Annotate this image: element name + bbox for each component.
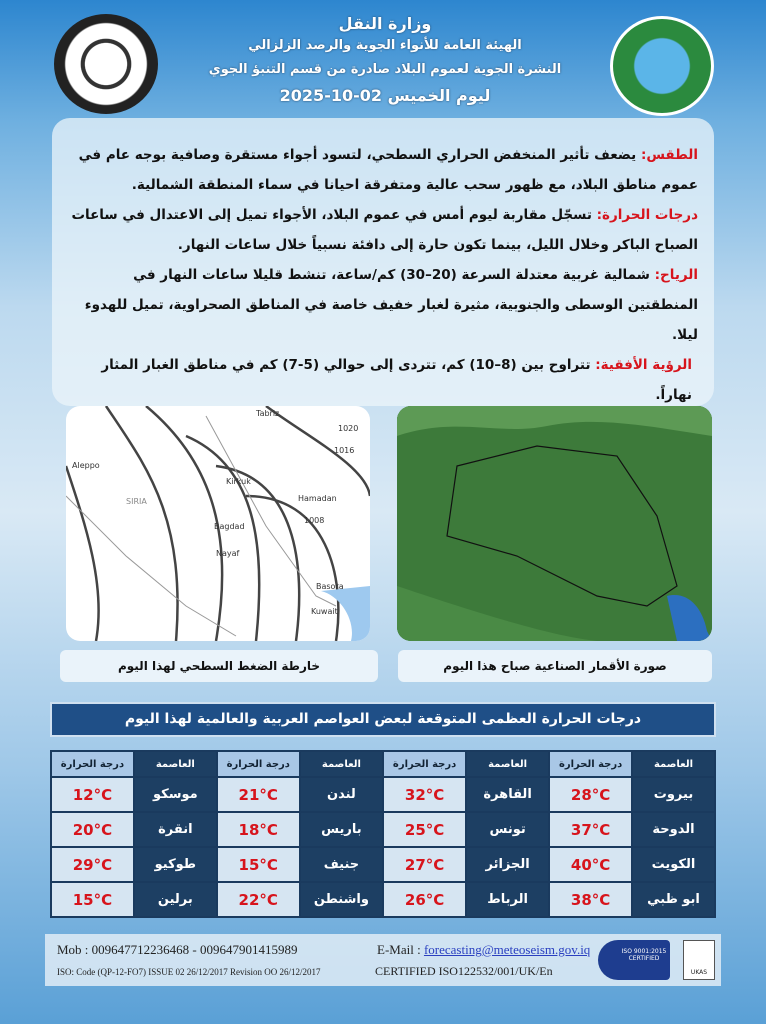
capital-cell: الجزائر: [466, 848, 549, 881]
temperature-cell: 40°C: [550, 848, 631, 881]
forecast-weather: الطقس: يضعف تأثير المنخفض الحراري السطحي…: [78, 147, 698, 193]
map-label: Nayaf: [216, 549, 240, 558]
map-label: Aleppo: [72, 461, 100, 470]
bulletin-title: النشرة الجوية لعموم البلاد صادرة من قسم …: [208, 62, 562, 77]
temperature-cell: 18°C: [217, 813, 299, 846]
map-label: Kirkuk: [226, 477, 251, 486]
header-temp: درجة الحرارة: [550, 752, 631, 776]
temperature-cell: 25°C: [384, 813, 465, 846]
temperature-cell: 21°C: [217, 778, 299, 811]
satellite-caption: صورة الأقمار الصناعية صباح هذا اليوم: [398, 650, 712, 682]
capital-cell: لندن: [300, 778, 383, 811]
temperature-cell: 15°C: [52, 883, 133, 916]
capital-cell: الدوحة: [633, 813, 714, 846]
surface-pressure-map: Tabriz Aleppo SIRIA Kirkuk Hamadan Bagda…: [66, 406, 370, 641]
capital-cell: الكويت: [633, 848, 714, 881]
isobar-label: 1020: [338, 424, 358, 433]
forecast-wind: الرياح: شمالية غربية معتدلة السرعة (20–3…: [84, 267, 698, 343]
map-label: SIRIA: [126, 497, 147, 506]
capital-cell: بيروت: [633, 778, 714, 811]
authority-title: الهيئة العامة للأنواء الجوية والرصد الزل…: [248, 38, 522, 53]
email-label: E-Mail :: [377, 942, 424, 957]
capital-cell: موسكو: [134, 778, 216, 811]
iso-code: ISO: Code (QP-12-FO7) ISSUE 02 26/12/201…: [57, 967, 321, 977]
map-label: Tabriz: [255, 409, 279, 418]
iso-certified-badge: ISO 9001:2015 CERTIFIED: [598, 940, 670, 980]
pressure-map-caption: خارطة الضغط السطحي لهذا اليوم: [60, 650, 378, 682]
capital-cell: جنيف: [300, 848, 383, 881]
header-capital: العاصمة: [466, 752, 549, 776]
temperature-cell: 15°C: [217, 848, 299, 881]
capital-cell: انقرة: [134, 813, 216, 846]
forecast-visibility: الرؤية الأفقية: تتراوح بين (8–10) كم، تت…: [101, 357, 692, 403]
email-link[interactable]: forecasting@meteoseism.gov.iq: [423, 942, 591, 957]
forecast-temperature: درجات الحرارة: تسجّل مقاربة ليوم أمس في …: [71, 207, 698, 253]
satellite-image: [397, 406, 712, 641]
weather-forecasting-dept-logo: [54, 14, 158, 114]
capital-cell: ابو ظبي: [633, 883, 714, 916]
temperature-cell: 38°C: [550, 883, 631, 916]
temperature-table-title: درجات الحرارة العظمى المتوقعة لبعض العوا…: [50, 702, 716, 737]
temperature-cell: 29°C: [52, 848, 133, 881]
email-line: E-Mail : forecasting@meteoseism.gov.iq: [377, 942, 590, 958]
capital-cell: واشنطن: [300, 883, 383, 916]
table-row: الكويت 40°C الجزائر 27°C جنيف 15°C طوكيو 29°C: [52, 848, 714, 881]
iraqi-meteorological-organization-logo: [610, 16, 714, 116]
temperature-cell: 12°C: [52, 778, 133, 811]
ministry-title: وزارة النقل: [338, 14, 432, 33]
temperature-cell: 27°C: [384, 848, 465, 881]
temperature-cell: 37°C: [550, 813, 631, 846]
capitals-temperature-table: العاصمة درجة الحرارة العاصمة درجة الحرارة …: [50, 750, 716, 918]
bulletin-date: ليوم الخميس 02-10-2025: [279, 86, 491, 105]
map-label: Hamadan: [298, 494, 337, 503]
header-capital: العاصمة: [300, 752, 383, 776]
capital-cell: تونس: [466, 813, 549, 846]
table-row: بيروت 28°C القاهرة 32°C لندن 21°C موسكو 12°C: [52, 778, 714, 811]
capital-cell: طوكيو: [134, 848, 216, 881]
map-label: Bagdad: [214, 522, 245, 531]
temperature-cell: 20°C: [52, 813, 133, 846]
table-row: الدوحة 37°C تونس 25°C باريس 18°C انقرة 20°C: [52, 813, 714, 846]
header-temp: درجة الحرارة: [384, 752, 465, 776]
header-temp: درجة الحرارة: [52, 752, 133, 776]
temperature-cell: 26°C: [384, 883, 465, 916]
capital-cell: القاهرة: [466, 778, 549, 811]
table-row: ابو ظبي 38°C الرباط 26°C واشنطن 22°C برلين 15°C: [52, 883, 714, 916]
header-capital: العاصمة: [134, 752, 216, 776]
isobar-label: 1008: [304, 516, 324, 525]
temperature-cell: 22°C: [217, 883, 299, 916]
capital-cell: برلين: [134, 883, 216, 916]
certified-text: CERTIFIED ISO122532/001/UK/En: [375, 964, 553, 978]
temperature-cell: 28°C: [550, 778, 631, 811]
capital-cell: الرباط: [466, 883, 549, 916]
table-header-row: العاصمة درجة الحرارة العاصمة درجة الحرارة …: [52, 752, 714, 776]
temperature-cell: 32°C: [384, 778, 465, 811]
ukas-logo: UKAS: [683, 940, 715, 980]
header-temp: درجة الحرارة: [217, 752, 299, 776]
map-label: Basora: [316, 582, 344, 591]
isobar-label: 1016: [334, 446, 354, 455]
mobile-numbers: Mob : 009647712236468 - 009647901415989: [57, 942, 298, 957]
map-label: Kuwait: [311, 607, 338, 616]
header-capital: العاصمة: [633, 752, 714, 776]
footer: Mob : 009647712236468 - 009647901415989 …: [45, 934, 721, 986]
capital-cell: باريس: [300, 813, 383, 846]
forecast-panel: الطقس: يضعف تأثير المنخفض الحراري السطحي…: [52, 118, 714, 406]
